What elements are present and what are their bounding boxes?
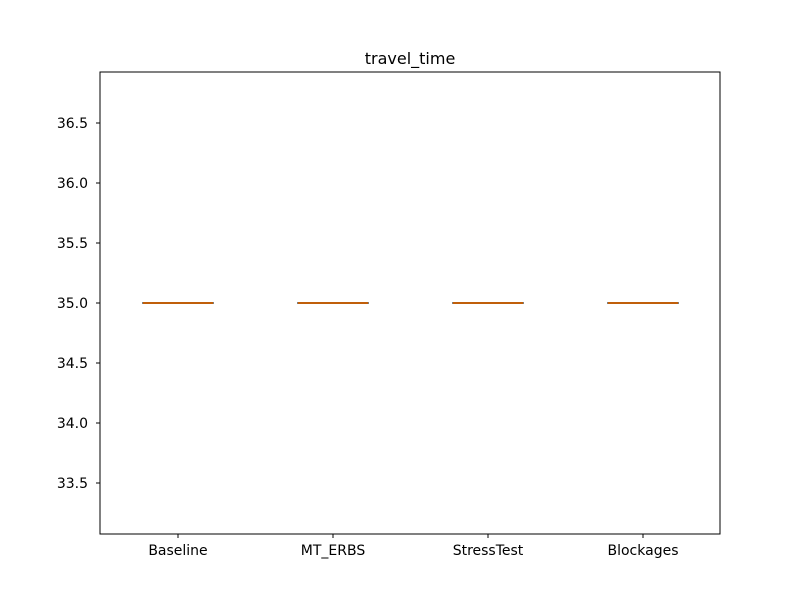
y-axis: 33.5 34.0 34.5 35.0 35.5 36.0 36.5 [57,116,100,492]
x-tick-label: MT_ERBS [301,543,366,559]
box-blockages [607,302,679,304]
x-tick-label: Blockages [608,543,679,559]
y-tick-label: 34.0 [57,416,88,432]
box-stresstest [452,302,524,304]
y-tick-label: 35.0 [57,296,88,312]
y-tick-label: 33.5 [57,476,88,492]
box-baseline [142,302,214,304]
x-tick-label: StressTest [453,543,524,559]
y-tick-label: 36.0 [57,176,88,192]
y-tick-label: 35.5 [57,236,88,252]
box-series [142,302,679,304]
x-axis: Baseline MT_ERBS StressTest Blockages [148,534,679,559]
x-tick-label: Baseline [148,543,207,559]
chart-title: travel_time [365,49,456,69]
box-mt-erbs [297,302,369,304]
y-tick-label: 34.5 [57,356,88,372]
y-tick-label: 36.5 [57,116,88,132]
